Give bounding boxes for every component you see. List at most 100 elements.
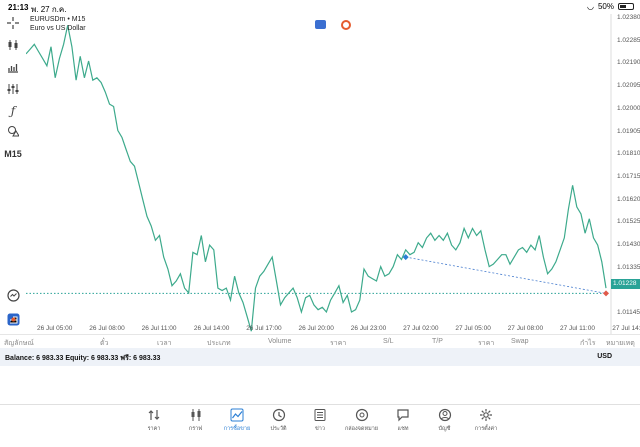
price-axis-label: 1.01810 [617, 150, 640, 158]
time-axis-label: 26 Jul 05:00 [37, 325, 73, 332]
nav-quotes[interactable]: ราคา [134, 408, 174, 433]
nav-label: การตั้งค่า [474, 426, 498, 432]
nav-label: ประวัติ [270, 426, 287, 432]
nav-chat[interactable]: แชท [383, 408, 423, 433]
column-header[interactable]: ประเภท [207, 340, 231, 347]
function-icon[interactable]: ƒ [10, 104, 16, 118]
balance-currency: USD [597, 353, 612, 360]
price-axis-label: 1.02095 [617, 82, 640, 90]
nav-label: กราฟ [188, 426, 203, 432]
positions-header: สัญลักษณ์ ตั๋ว เวลา ประเภท Volume ราคา S/L T/P ร… [0, 334, 640, 348]
time-axis-label: 26 Jul 17:00 [246, 325, 282, 332]
time-axis-label: 26 Jul 23:00 [350, 325, 387, 332]
time-axis-label: 27 Jul 11:00 [560, 325, 595, 332]
column-header[interactable]: กำไร [580, 340, 596, 347]
nav-trade[interactable]: การซื้อขาย [217, 408, 257, 433]
one-click-trade-icon[interactable] [341, 20, 351, 30]
timeframe-label: M15 [4, 149, 22, 159]
zoom-icon[interactable] [4, 286, 22, 304]
battery-percent: 50% [597, 2, 614, 11]
quotes-icon [134, 408, 174, 422]
trade-close-marker[interactable] [603, 290, 609, 297]
chart-svg [25, 14, 612, 334]
column-header[interactable]: ราคา [330, 340, 347, 347]
time-axis-label: 26 Jul 08:00 [89, 325, 125, 332]
status-time: 21:13 [8, 3, 29, 12]
price-chart[interactable] [25, 14, 640, 334]
price-axis-label: 1.02380 [617, 14, 640, 21]
symbol-description: Euro vs US Dollar [30, 25, 86, 32]
settings-icon [466, 408, 506, 422]
trade-flag-icon[interactable] [315, 20, 326, 29]
indicators-icon[interactable] [4, 58, 22, 76]
nav-label: การซื้อขาย [223, 426, 251, 432]
column-header[interactable]: Volume [268, 338, 292, 345]
price-axis-label: 1.02000 [617, 104, 640, 112]
nav-label: กล่องจดหมาย [344, 426, 379, 432]
time-axis-label: 27 Jul 08:00 [507, 325, 544, 332]
balance-bar: Balance: 6 983.33 Equity: 6 983.33 ฟรี: … [0, 348, 640, 366]
account-icon [425, 408, 465, 422]
bottom-nav: ราคา กราฟ การซื้อขาย ประวัติ ข่าว กล่องจดหมาย… [0, 404, 640, 447]
time-axis-label: 26 Jul 14:00 [193, 325, 230, 332]
nav-label: ราคา [147, 426, 161, 432]
news-icon [300, 408, 340, 422]
chat-icon [383, 408, 423, 422]
price-axis-label: 1.01525 [617, 218, 640, 226]
price-axis-label: 1.01905 [617, 127, 640, 135]
time-axis-label: 27 Jul 02:00 [403, 325, 439, 332]
shapes-icon[interactable] [4, 122, 22, 140]
nav-chart[interactable]: กราฟ [176, 408, 216, 433]
time-axis-label: 26 Jul 11:00 [141, 325, 177, 332]
crosshair-icon[interactable] [4, 14, 22, 32]
price-axis-label: 1.02285 [617, 36, 640, 44]
trade-connector-line [405, 256, 607, 294]
time-axis-label: 27 Jul 05:00 [455, 325, 491, 332]
nav-news[interactable]: ข่าว [300, 408, 340, 433]
price-axis-label: 1.01715 [617, 172, 640, 180]
trade-icon [217, 408, 257, 422]
timeframe-button[interactable]: M15 [4, 145, 22, 163]
column-header[interactable]: ราคา [478, 340, 495, 347]
battery-fill [620, 5, 626, 8]
column-header[interactable]: เวลา [157, 340, 172, 347]
nav-label: แชท [397, 426, 409, 432]
chart-icon [176, 408, 216, 422]
column-header[interactable]: S/L [383, 338, 394, 345]
column-header[interactable]: ตั๋ว [100, 340, 109, 347]
price-axis-label: 1.01430 [617, 241, 640, 249]
symbol-header: EURUSDm • M15 Euro vs US Dollar [30, 15, 86, 33]
column-header[interactable]: หมายเหตุ [606, 340, 635, 347]
column-header[interactable]: Swap [511, 338, 529, 345]
nav-account[interactable]: บัญชี [425, 408, 465, 433]
settings-sliders-icon[interactable] [4, 80, 22, 98]
nav-label: ข่าว [315, 426, 325, 432]
candlestick-icon[interactable] [4, 36, 22, 54]
mailbox-icon [342, 408, 382, 422]
column-header[interactable]: สัญลักษณ์ [4, 340, 34, 347]
status-bar: 21:13 พ. 27 ก.ค. ◡ 50% [0, 0, 640, 14]
status-date: พ. 27 ก.ค. [31, 5, 67, 14]
battery-icon [618, 3, 634, 10]
chart-toolbar: ƒ M15 [0, 14, 26, 334]
price-series-line [25, 25, 607, 332]
price-axis-label: 1.01335 [617, 263, 640, 271]
time-axis-label: 26 Jul 20:00 [298, 325, 334, 332]
nav-mailbox[interactable]: กล่องจดหมาย [342, 408, 382, 433]
status-right: ◡ 50% [587, 2, 634, 11]
nav-label: บัญชี [438, 426, 451, 432]
history-icon [259, 408, 299, 422]
price-axis-label: 1.01145 [617, 309, 640, 317]
price-axis-label: 1.02190 [617, 59, 640, 67]
price-axis-label: 1.01620 [617, 195, 640, 203]
balance-text: Balance: 6 983.33 Equity: 6 983.33 ฟรี: … [5, 355, 161, 362]
time-axis-label: 27 Jul 14:00 [612, 325, 640, 332]
current-price-tag: 1.01228 [611, 279, 640, 289]
trade-open-marker[interactable] [402, 254, 409, 261]
nav-settings[interactable]: การตั้งค่า [466, 408, 506, 433]
symbol-name: EURUSDm • M15 [30, 16, 86, 23]
column-header[interactable]: T/P [432, 338, 443, 345]
nav-history[interactable]: ประวัติ [259, 408, 299, 433]
trade-app-icon[interactable] [4, 310, 22, 328]
wifi-icon: ◡ [587, 2, 594, 11]
